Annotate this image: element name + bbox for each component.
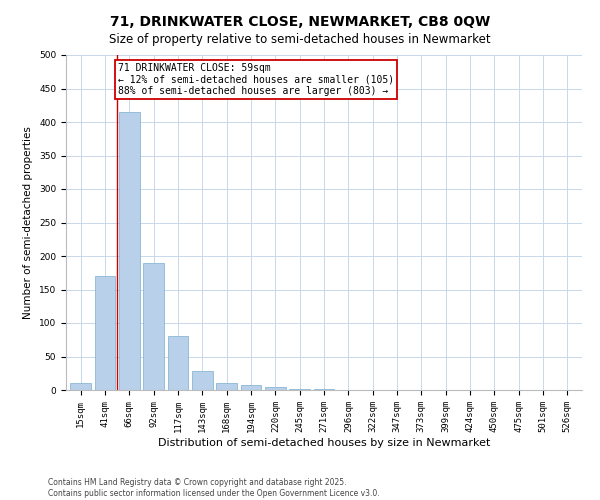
Bar	[167, 336, 188, 390]
Bar	[70, 384, 91, 390]
Bar	[95, 276, 115, 390]
Bar	[143, 262, 164, 390]
Bar	[119, 112, 140, 390]
Bar	[192, 371, 212, 390]
Bar	[289, 388, 310, 390]
Text: Size of property relative to semi-detached houses in Newmarket: Size of property relative to semi-detach…	[109, 32, 491, 46]
Text: 71 DRINKWATER CLOSE: 59sqm
← 12% of semi-detached houses are smaller (105)
88% o: 71 DRINKWATER CLOSE: 59sqm ← 12% of semi…	[118, 63, 394, 96]
Bar	[241, 386, 262, 390]
X-axis label: Distribution of semi-detached houses by size in Newmarket: Distribution of semi-detached houses by …	[158, 438, 490, 448]
Text: 71, DRINKWATER CLOSE, NEWMARKET, CB8 0QW: 71, DRINKWATER CLOSE, NEWMARKET, CB8 0QW	[110, 15, 490, 29]
Text: Contains HM Land Registry data © Crown copyright and database right 2025.
Contai: Contains HM Land Registry data © Crown c…	[48, 478, 380, 498]
Y-axis label: Number of semi-detached properties: Number of semi-detached properties	[23, 126, 34, 319]
Bar	[216, 384, 237, 390]
Bar	[265, 386, 286, 390]
